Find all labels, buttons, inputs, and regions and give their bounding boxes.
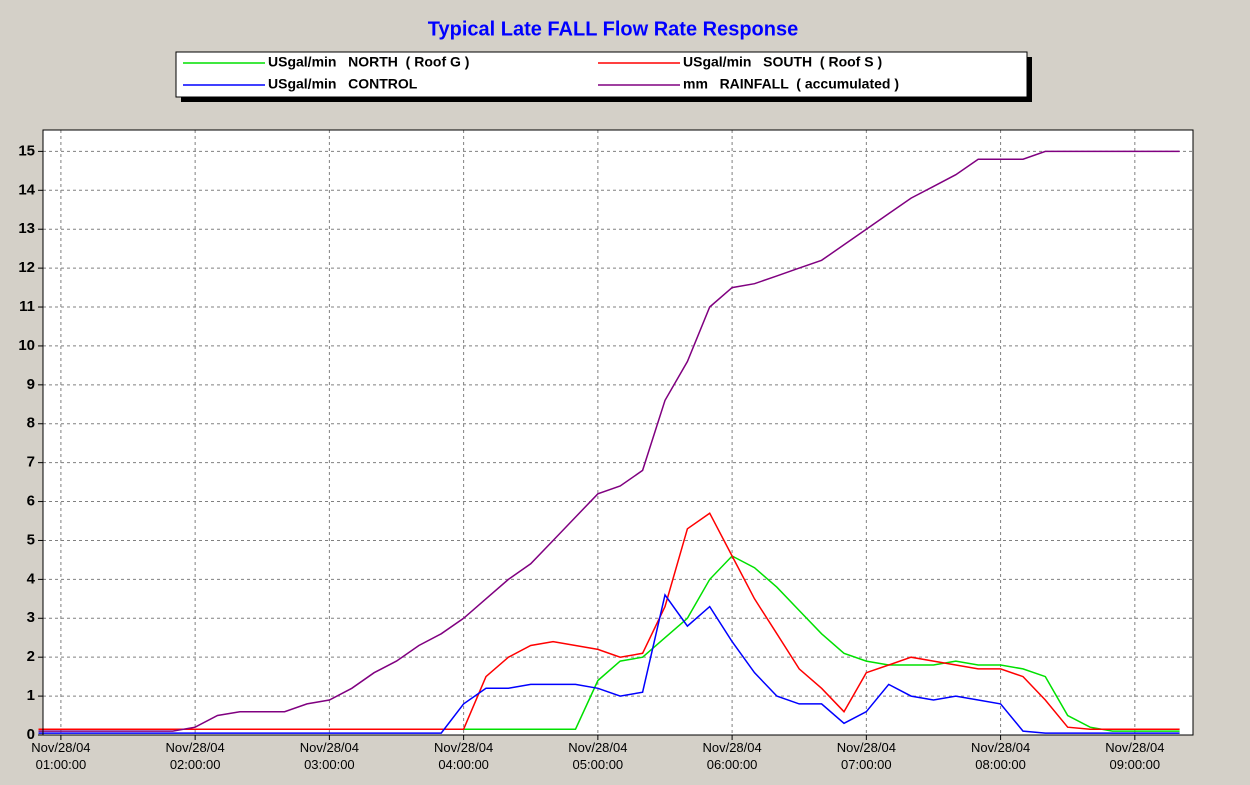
y-tick-label: 0 — [27, 726, 35, 743]
legend-label: USgal/min SOUTH ( Roof S ) — [683, 54, 882, 70]
chart-title: Typical Late FALL Flow Rate Response — [428, 18, 798, 40]
y-tick-label: 11 — [19, 298, 35, 315]
y-tick-label: 13 — [18, 220, 35, 237]
y-tick-label: 15 — [18, 142, 35, 159]
plot-frame — [42, 129, 1194, 736]
legend-label: mm RAINFALL ( accumulated ) — [683, 76, 899, 92]
legend-label: USgal/min NORTH ( Roof G ) — [268, 54, 469, 70]
y-tick-label: 5 — [27, 531, 35, 548]
x-tick-label: Nov/28/04 01:00:00 — [31, 740, 90, 772]
y-tick-label: 9 — [27, 376, 35, 393]
series-line — [38, 150, 1180, 732]
series-line — [38, 512, 1180, 730]
x-tick-label: Nov/28/04 06:00:00 — [702, 740, 761, 772]
y-tick-label: 3 — [27, 609, 35, 626]
x-tick-label: Nov/28/04 04:00:00 — [434, 740, 493, 772]
x-tick-label: Nov/28/04 08:00:00 — [971, 740, 1030, 772]
y-tick-label: 12 — [18, 259, 35, 276]
y-tick-label: 1 — [27, 687, 35, 704]
y-tick-label: 2 — [27, 648, 35, 665]
legend-label: USgal/min CONTROL — [268, 76, 418, 92]
legend — [175, 51, 1028, 98]
plot-area — [42, 129, 1194, 736]
x-tick-label: Nov/28/04 09:00:00 — [1105, 740, 1164, 772]
y-tick-label: 7 — [27, 454, 35, 471]
series-line — [38, 593, 1180, 734]
y-tick-label: 8 — [27, 415, 35, 432]
x-tick-label: Nov/28/04 02:00:00 — [166, 740, 225, 772]
x-tick-label: Nov/28/04 07:00:00 — [837, 740, 896, 772]
y-tick-label: 14 — [18, 181, 35, 198]
x-tick-label: Nov/28/04 03:00:00 — [300, 740, 359, 772]
y-tick-label: 4 — [27, 570, 36, 587]
y-tick-label: 6 — [27, 493, 35, 510]
x-tick-label: Nov/28/04 05:00:00 — [568, 740, 627, 772]
y-tick-label: 10 — [18, 337, 35, 354]
